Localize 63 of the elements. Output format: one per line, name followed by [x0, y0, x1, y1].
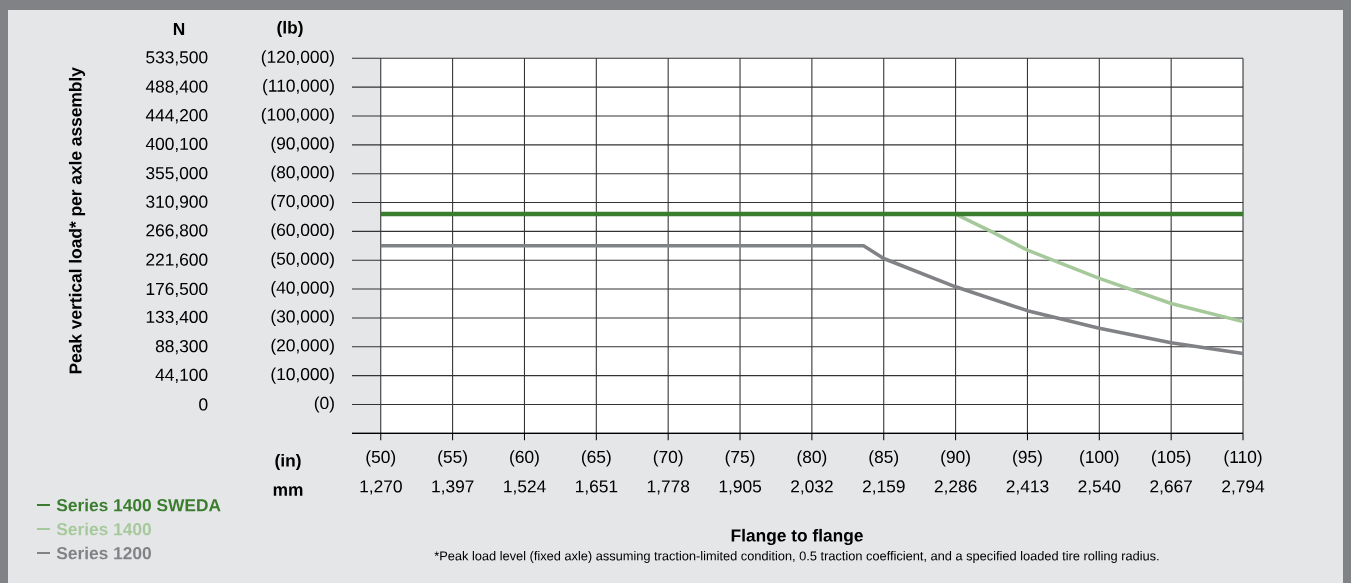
y2-tick-label: 310,900: [146, 195, 208, 210]
x-tick-label: (90): [941, 450, 970, 467]
x2-tick-label: 2,794: [1222, 480, 1265, 495]
x2-tick-label: 1,270: [360, 480, 402, 495]
y-tick-label: (50,000): [271, 252, 334, 269]
y-tick-label: (100,000): [261, 107, 334, 125]
y-tick-label: (40,000): [271, 280, 334, 298]
y-tick-label: (20,000): [271, 338, 334, 355]
x-tick-label: (55): [438, 450, 467, 467]
y2-tick-label: 0: [199, 398, 208, 411]
y-tick-label: (30,000): [271, 309, 334, 327]
x-tick-label: (110): [1224, 450, 1262, 467]
y-tick-label: (10,000): [271, 367, 334, 384]
y2-tick-label: 88,300: [155, 340, 208, 355]
x-tick-label: (105): [1151, 450, 1191, 467]
y2-tick-label: 221,600: [146, 253, 208, 268]
y2-tick-label: 176,500: [146, 282, 208, 298]
x-tick-label: (80): [797, 450, 827, 467]
x-tick-label: (75): [725, 450, 755, 467]
text: *Peak load level (fixed axle) assuming traction-limited condition, 0.5 traction coefficient, and a specified loaded tire rolling radius.: [434, 551, 1159, 563]
x2-tick-label: 2,413: [1006, 480, 1049, 495]
x-tick-label: (60): [510, 450, 539, 467]
y-tick-label: (80,000): [271, 165, 334, 182]
text: mm: [273, 486, 303, 496]
y2-tick-label: 44,100: [155, 368, 208, 384]
x2-tick-label: 1,397: [432, 480, 474, 495]
x-tick-label: (85): [869, 450, 899, 467]
y-tick-label: (0): [314, 396, 334, 413]
y-tick-label: (120,000): [261, 50, 334, 67]
legend-label: Series 1200: [56, 546, 151, 560]
y-tick-label: (70,000): [271, 194, 334, 211]
x2-tick-label: 2,032: [791, 480, 833, 495]
x2-tick-label: 2,159: [862, 480, 905, 495]
x-axis-title: Flange to flange: [731, 528, 863, 546]
line-series: [379, 244, 1245, 356]
x2-tick-label: 1,524: [504, 480, 546, 495]
legend-label: Series 1400 SWEDA: [56, 498, 221, 512]
x-tick-label: (50): [366, 450, 396, 467]
x-tick-label: (100): [1080, 450, 1119, 467]
y-tick-label: (90,000): [271, 136, 334, 153]
x-tick-label: (65): [581, 450, 611, 467]
y2-tick-label: 266,800: [146, 224, 208, 239]
x2-tick-label: 2,540: [1078, 480, 1121, 495]
legend-label: Series 1400: [56, 522, 151, 536]
x-tick-label: (95): [1013, 450, 1042, 467]
x2-tick-label: 1,651: [576, 480, 618, 495]
y2-tick-label: 444,200: [145, 109, 208, 124]
text: N: [173, 23, 185, 35]
y-tick-label: (60,000): [271, 223, 334, 240]
x2-tick-label: 1,905: [719, 480, 762, 495]
y-tick-label: (110,000): [263, 79, 334, 96]
y2-tick-label: 355,000: [146, 166, 208, 182]
x2-tick-label: 2,286: [934, 480, 977, 495]
y2-tick-label: 133,400: [146, 310, 208, 326]
x2-tick-label: 1,778: [647, 480, 690, 495]
text: (in): [275, 453, 301, 471]
x-tick-label: (70): [653, 450, 683, 467]
x2-tick-label: 2,667: [1150, 480, 1192, 495]
y2-tick-label: 533,500: [146, 51, 208, 66]
y2-tick-label: 400,100: [145, 137, 208, 153]
text: (lb): [277, 20, 303, 38]
y2-axis-title: Peak vertical load* per axle assembly: [68, 67, 86, 374]
y2-tick-label: 488,400: [145, 80, 208, 95]
